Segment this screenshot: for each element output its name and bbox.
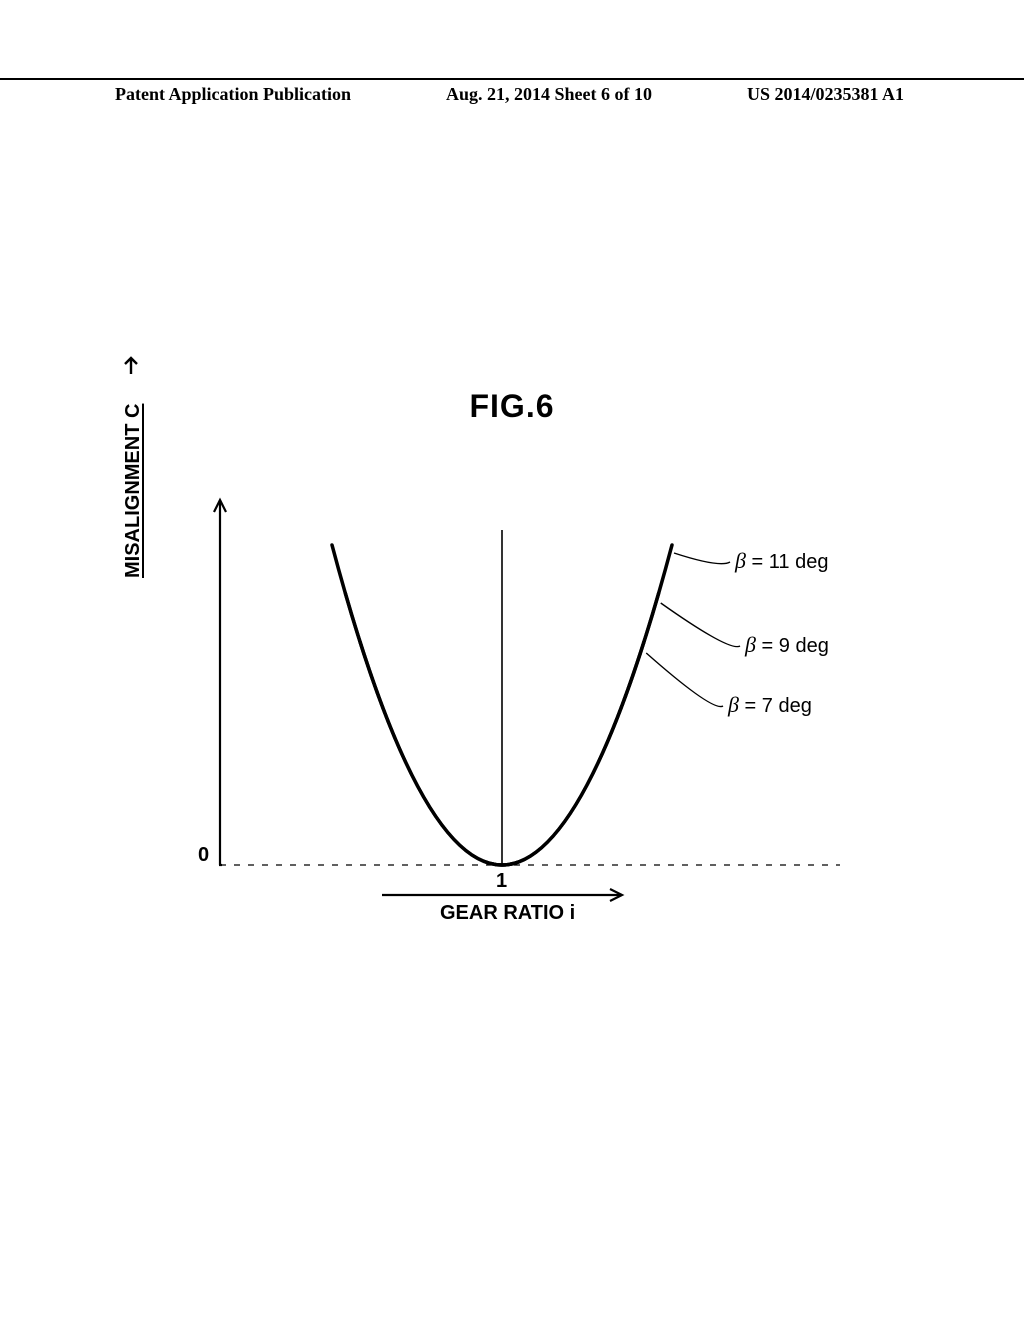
curve-label-beta-11: β = 11 deg xyxy=(735,548,828,574)
y-axis-label-text: MISALIGNMENT C xyxy=(122,404,144,578)
header-right: US 2014/0235381 A1 xyxy=(747,84,904,105)
x-axis-label: GEAR RATIO i xyxy=(440,902,575,925)
curve-label-beta-7: β = 7 deg xyxy=(728,692,812,718)
curve-label-7-text: = 7 deg xyxy=(739,695,812,717)
origin-zero-label: 0 xyxy=(198,844,209,867)
curve-label-11-text: = 11 deg xyxy=(746,551,828,573)
y-axis-label: MISALIGNMENT C xyxy=(122,404,145,578)
beta-symbol: β xyxy=(735,548,746,573)
curve-label-9-text: = 9 deg xyxy=(756,635,829,657)
header-center: Aug. 21, 2014 Sheet 6 of 10 xyxy=(351,84,747,105)
figure-title: FIG.6 xyxy=(0,388,1024,425)
beta-symbol: β xyxy=(728,692,739,717)
header-row: Patent Application Publication Aug. 21, … xyxy=(0,84,1024,105)
page-header: Patent Application Publication Aug. 21, … xyxy=(0,78,1024,105)
curve-label-beta-9: β = 9 deg xyxy=(745,632,829,658)
header-left: Patent Application Publication xyxy=(115,84,351,105)
beta-symbol: β xyxy=(745,632,756,657)
x-tick-one-label: 1 xyxy=(496,870,507,893)
misalignment-chart: MISALIGNMENT C 0 1 GEAR RATIO i β = 11 d… xyxy=(140,470,900,950)
